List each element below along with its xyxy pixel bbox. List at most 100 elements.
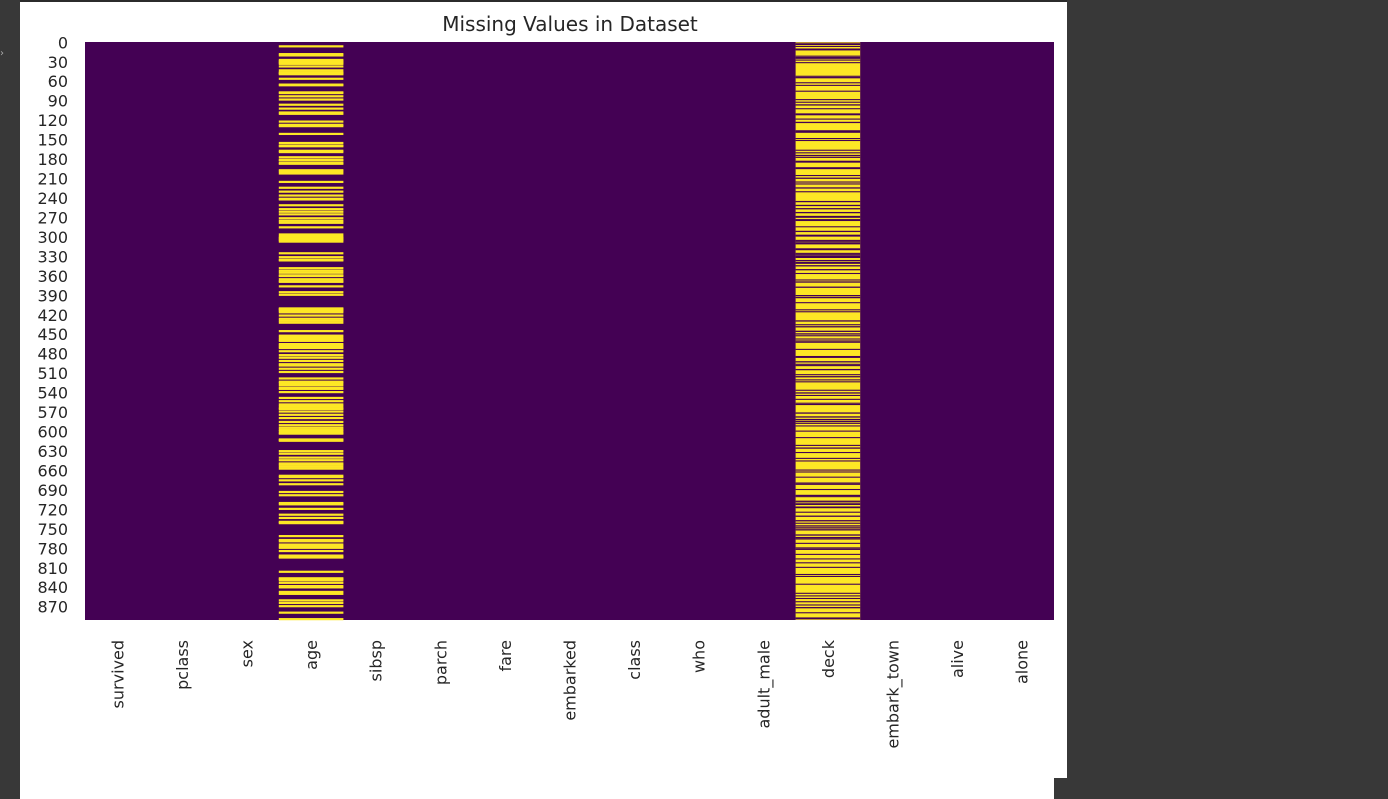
- present-cell-deck: [795, 239, 861, 241]
- missing-cell-age: [278, 338, 344, 341]
- missing-cell-age: [278, 503, 344, 506]
- missing-cell-age: [278, 239, 344, 242]
- y-tick-label: 750: [37, 520, 68, 539]
- missing-cell-age: [278, 549, 344, 553]
- y-tick-label: 30: [48, 53, 68, 72]
- missing-cell-age: [278, 77, 344, 80]
- present-cell-deck: [795, 520, 861, 522]
- missing-cell-age: [278, 91, 344, 95]
- present-cell-deck: [795, 279, 861, 281]
- present-cell-deck: [795, 265, 861, 267]
- present-cell-deck: [795, 48, 861, 51]
- missing-cell-age: [278, 462, 344, 465]
- missing-cell-age: [278, 463, 344, 466]
- present-cell-deck: [795, 113, 861, 116]
- missing-cell-age: [278, 410, 344, 413]
- x-tick-label-who: who: [690, 640, 709, 673]
- present-cell-deck: [795, 507, 861, 509]
- present-cell-deck: [795, 355, 861, 358]
- y-tick-label: 60: [48, 72, 68, 91]
- y-tick-label: 300: [37, 228, 68, 247]
- present-cell-deck: [795, 183, 861, 185]
- present-cell-deck: [795, 483, 861, 485]
- present-cell-deck: [795, 447, 861, 449]
- present-cell-deck: [795, 460, 861, 462]
- present-cell-deck: [795, 45, 861, 47]
- present-cell-deck: [795, 272, 861, 275]
- missing-cell-age: [278, 62, 344, 65]
- missing-cell-age: [278, 611, 344, 614]
- present-cell-deck: [795, 430, 861, 432]
- present-cell-deck: [795, 376, 861, 378]
- missing-cell-age: [278, 159, 344, 162]
- missing-cell-age: [278, 217, 344, 220]
- missing-cell-age: [278, 278, 344, 281]
- present-cell-deck: [795, 365, 861, 367]
- y-tick-label: 660: [37, 461, 68, 480]
- present-cell-deck: [795, 418, 861, 421]
- present-cell-deck: [795, 241, 861, 243]
- missing-cell-age: [278, 428, 344, 431]
- missing-cell-age: [278, 219, 344, 222]
- present-cell-deck: [795, 562, 861, 564]
- missing-cell-age: [278, 383, 344, 387]
- missing-cell-age: [278, 132, 344, 136]
- present-cell-deck: [795, 326, 861, 328]
- missing-cell-age: [278, 429, 344, 433]
- present-cell-deck: [795, 398, 861, 400]
- missing-cell-age: [278, 344, 344, 347]
- present-cell-deck: [795, 269, 861, 271]
- present-cell-deck: [795, 84, 861, 86]
- cell-top-edge: [20, 0, 1067, 2]
- present-cell-deck: [795, 527, 861, 529]
- present-cell-deck: [795, 108, 861, 110]
- missing-cell-age: [278, 400, 344, 403]
- y-tick-label: 540: [37, 384, 68, 403]
- present-cell-deck: [795, 597, 861, 600]
- present-cell-deck: [795, 252, 861, 254]
- missing-cell-age: [278, 545, 344, 548]
- missing-cell-age: [278, 483, 344, 486]
- missing-cell-age: [278, 293, 344, 296]
- missing-cell-age: [278, 479, 344, 482]
- missing-cell-age: [278, 599, 344, 602]
- x-tick-label-fare: fare: [496, 640, 515, 672]
- missing-cell-age: [278, 336, 344, 339]
- missing-cell-age: [278, 474, 344, 477]
- present-cell-deck: [795, 368, 861, 371]
- present-cell-deck: [795, 200, 861, 203]
- missing-cell-age: [278, 426, 344, 429]
- x-tick-label-embark_town: embark_town: [884, 640, 904, 749]
- present-cell-deck: [795, 191, 861, 193]
- present-cell-deck: [795, 361, 861, 363]
- missing-cell-age: [278, 605, 344, 608]
- present-cell-deck: [795, 230, 861, 233]
- present-cell-deck: [795, 259, 861, 262]
- missing-cell-age: [278, 601, 344, 605]
- missing-cell-age: [278, 226, 344, 229]
- present-cell-deck: [795, 402, 861, 404]
- present-cell-deck: [795, 496, 861, 498]
- missing-cell-age: [278, 145, 344, 148]
- missing-cell-age: [278, 407, 344, 411]
- present-cell-deck: [795, 612, 861, 614]
- present-cell-deck: [795, 542, 861, 544]
- missing-cell-age: [278, 416, 344, 420]
- missing-cell-age: [278, 581, 344, 584]
- missing-cell-age: [278, 456, 344, 459]
- missing-cell-age: [278, 570, 344, 573]
- missing-cell-age: [278, 149, 344, 152]
- missing-cell-age: [278, 350, 344, 353]
- present-cell-deck: [795, 254, 861, 256]
- present-cell-deck: [795, 547, 861, 549]
- missing-cell-age: [278, 391, 344, 394]
- missing-cell-age: [278, 58, 344, 62]
- present-cell-deck: [795, 130, 861, 133]
- present-cell-deck: [795, 320, 861, 322]
- present-cell-deck: [795, 515, 861, 517]
- present-cell-deck: [795, 309, 861, 311]
- present-cell-deck: [795, 55, 861, 57]
- missing-cell-age: [278, 73, 344, 76]
- missing-cell-age: [278, 156, 344, 159]
- present-cell-deck: [795, 494, 861, 497]
